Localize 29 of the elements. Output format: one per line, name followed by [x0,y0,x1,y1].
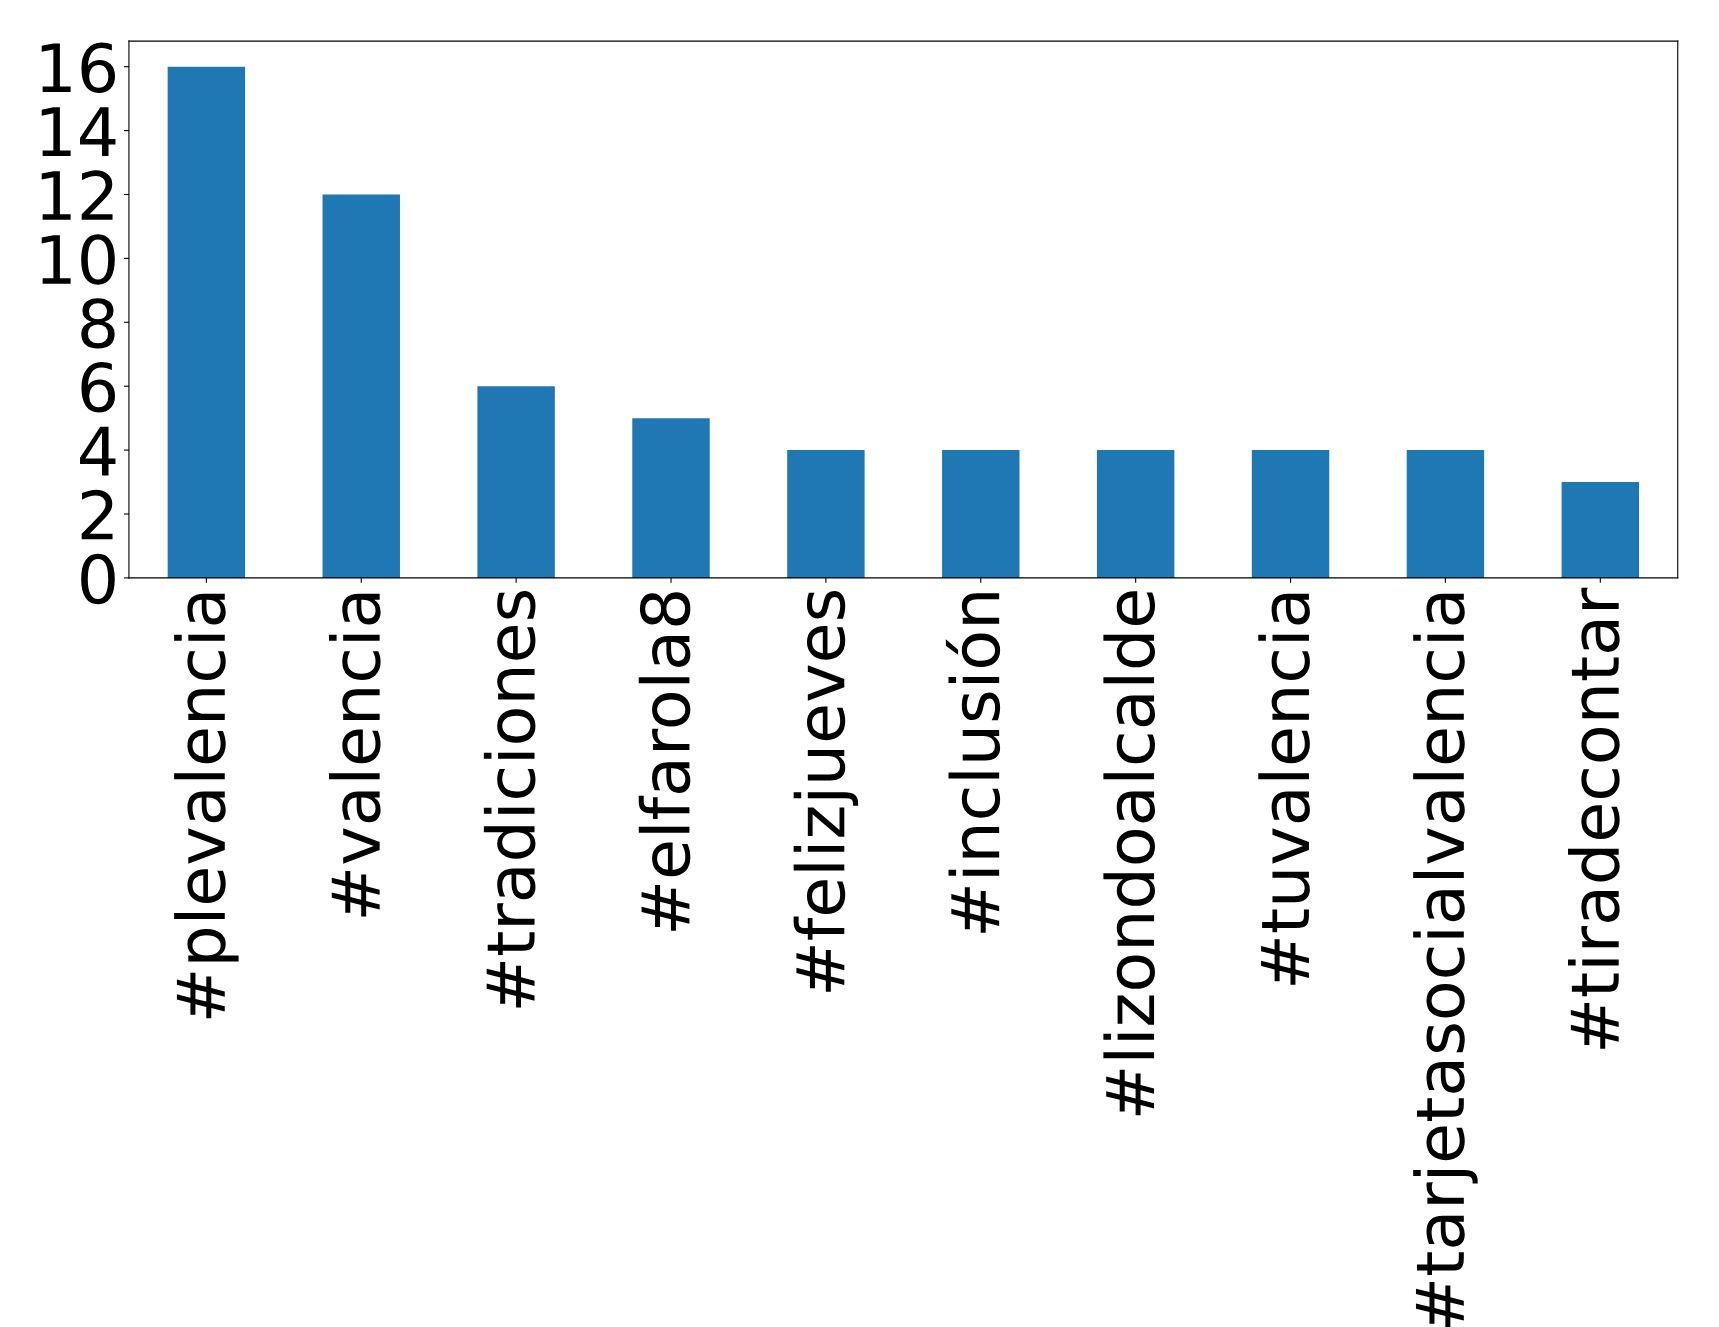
y-tick-label: 6 [81,362,115,413]
x-tick-label: #tiradecontar [1568,587,1620,1049]
y-tick-label: 16 [41,42,115,93]
x-tick-label: #tradiciones [483,590,536,1008]
y-tick-label: 10 [41,234,115,285]
x-tick-label: #valencia [328,593,381,917]
bar [1406,450,1485,578]
bar [787,450,865,578]
bar [632,418,710,578]
bar [942,450,1020,578]
x-tick-label: #tuvalencia [1258,593,1310,985]
y-tick-label: 8 [81,298,115,349]
bar [1561,482,1640,578]
y-tick-label: 14 [41,107,116,156]
x-tick-label: #plevalencia [174,593,239,1019]
y-tick-label: 12 [41,170,113,220]
x-tick-label: #lizondoalcalde [1103,591,1155,1116]
bar [1096,450,1175,578]
y-tick-label: 0 [81,553,115,605]
x-tick-label: #tarjetasocialvalencia [1413,593,1478,1327]
bar [322,194,400,578]
x-tick-label: #felizjueves [793,590,859,992]
bar [167,66,246,578]
bar [1251,450,1330,578]
bar [477,386,555,578]
y-tick-label: 2 [81,489,113,540]
x-tick-label: #elfarola8 [638,592,691,931]
x-tick-label: #inclusión [945,593,1001,933]
y-tick-label: 4 [80,426,116,476]
